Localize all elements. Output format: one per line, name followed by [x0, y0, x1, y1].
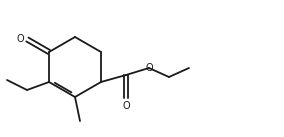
Text: O: O — [122, 101, 130, 111]
Text: O: O — [17, 34, 24, 44]
Text: O: O — [145, 63, 153, 73]
